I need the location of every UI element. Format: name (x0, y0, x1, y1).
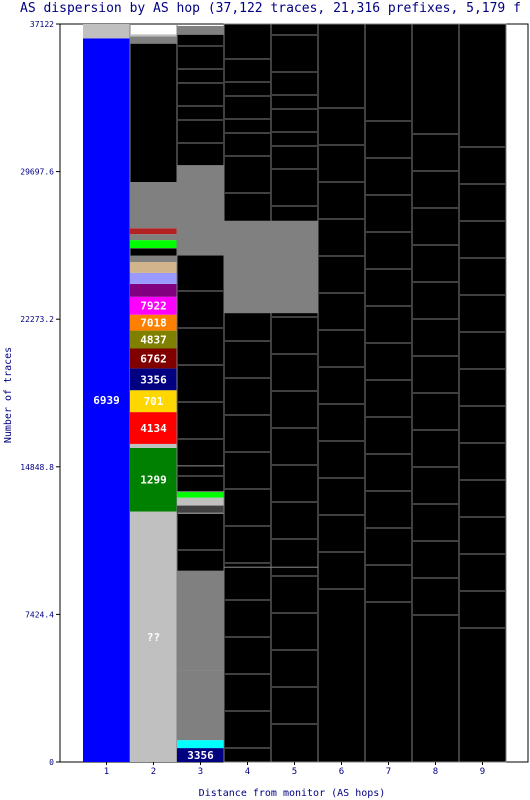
bar-segment-hop5-3 (270, 23, 319, 222)
hop-column-9 (458, 23, 507, 763)
bar-segment-hop3-7 (177, 491, 224, 498)
bar-segment-hop2-19 (129, 42, 178, 183)
bar-segment-hop5-1 (270, 312, 319, 568)
bar-segment-hop1-0 (83, 38, 130, 763)
bar-segment-hop2-21 (130, 34, 177, 37)
y-tick-label-5: 37122 (30, 20, 54, 29)
bar-segment-hop2-7 (130, 330, 177, 349)
bar-segment-hop3-6 (177, 497, 224, 506)
bar-segment-hop2-6 (130, 348, 177, 369)
x-tick-label-9: 9 (480, 767, 485, 777)
segment-label-hop2-4: 701 (144, 395, 164, 408)
bar-segment-hop2-14 (129, 247, 178, 257)
y-tick-label-4: 29697.6 (20, 168, 54, 177)
y-tick-label-1: 7424.4 (25, 610, 54, 619)
hop-column-6 (317, 23, 366, 763)
bar-segment-hop3-12 (177, 25, 224, 35)
x-tick-label-1: 1 (104, 767, 109, 777)
bar-segment-hop2-3 (130, 412, 177, 444)
segment-label-hop2-7: 4837 (140, 334, 167, 347)
axes: 1 2 3 4 5 6 7 8 9 0 7424.4 14848.8 22273.2 29697.6 371… (20, 20, 485, 777)
y-tick-label-3: 22273.2 (20, 315, 54, 324)
segment-label-hop2-5: 3356 (140, 373, 167, 386)
bar-segment-hop3-5 (177, 505, 224, 514)
hop-column-1: 6939 (83, 24, 131, 763)
x-tick-label-7: 7 (386, 767, 391, 777)
bar-segment-hop9-0 (458, 23, 507, 763)
segment-label-hop2-9: 7922 (140, 300, 167, 313)
bar-segment-hop2-18 (130, 182, 177, 229)
hop-column-5 (270, 23, 319, 763)
segment-label-hop2-0: ?? (147, 631, 160, 644)
bar-segment-hop2-2 (130, 443, 177, 448)
bar-segment-hop2-11 (130, 272, 177, 284)
bar-segment-hop2-20 (130, 36, 177, 44)
bar-segment-hop3-2 (177, 670, 224, 741)
bar-segment-hop3-3 (177, 571, 224, 671)
segment-label-hop2-3: 4134 (140, 422, 167, 435)
bar-segment-hop3-0 (177, 748, 224, 762)
y-axis-label: Number of traces (3, 347, 14, 443)
bar-segment-hop3-1 (177, 740, 224, 749)
bar-segment-hop2-4 (130, 390, 177, 413)
segment-label-hop1-0: 6939 (93, 394, 120, 407)
bar-segment-hop6-0 (317, 23, 366, 763)
bar-segment-hop2-9 (130, 296, 177, 315)
bar-segment-hop2-15 (130, 240, 177, 249)
segment-label-hop2-8: 7018 (140, 317, 167, 330)
bar-segment-hop3-8 (176, 465, 225, 493)
bar-segment-hop2-0 (130, 511, 177, 762)
chart-title: AS dispersion by AS hop (37,122 traces, … (20, 1, 521, 16)
bar-segment-hop3-11 (176, 33, 225, 167)
x-tick-label-2: 2 (151, 767, 156, 777)
bar-segment-hop4-0 (223, 566, 272, 763)
bar-segment-hop3-10 (177, 165, 224, 256)
bar-segment-hop2-13 (130, 256, 177, 263)
x-tick-label-6: 6 (339, 767, 344, 777)
bar-segment-hop2-8 (130, 314, 177, 331)
x-tick-label-8: 8 (433, 767, 438, 777)
bar-segment-hop2-12 (130, 262, 177, 273)
hop-column-2: ?? 1299 4134 701 3356 6762 4837 7018 7922 (129, 24, 178, 762)
bar-segment-hop2-10 (130, 283, 177, 297)
bar-segment-hop2-17 (130, 228, 177, 235)
bar-segment-hop2-5 (130, 368, 177, 391)
x-axis-label: Distance from monitor (AS hops) (199, 788, 386, 799)
hop-column-3: 3356 (176, 24, 225, 762)
bar-segment-hop5-0 (270, 566, 319, 763)
segment-label-hop3-0: 3356 (187, 749, 214, 762)
bar-segment-hop1-1 (83, 24, 130, 39)
segment-label-hop2-1: 1299 (140, 474, 167, 487)
segment-label-hop2-6: 6762 (140, 352, 167, 365)
plot-area: 6939?? 1299 4134 701 3356 6762 4837 7018 7922 335… (59, 23, 529, 763)
hop-column-4 (223, 23, 272, 763)
bar-segment-hop4-1 (223, 312, 272, 568)
bar-segment-hop2-16 (130, 234, 177, 241)
bar-segment-hop3-9 (176, 254, 225, 467)
x-tick-label-3: 3 (198, 767, 203, 777)
x-tick-label-5: 5 (292, 767, 297, 777)
x-tick-label-4: 4 (245, 767, 250, 777)
bar-segment-hop2-1 (130, 447, 177, 512)
bar-segment-hop3-4 (176, 512, 225, 572)
bar-segment-hop5-2 (271, 221, 318, 313)
y-tick-label-2: 14848.8 (20, 463, 54, 472)
hop-column-8 (411, 23, 460, 763)
y-tick-label-0: 0 (49, 758, 54, 767)
hop-column-7 (364, 23, 413, 763)
bar-segment-hop4-3 (223, 23, 272, 222)
bar-segment-hop7-0 (364, 23, 413, 763)
